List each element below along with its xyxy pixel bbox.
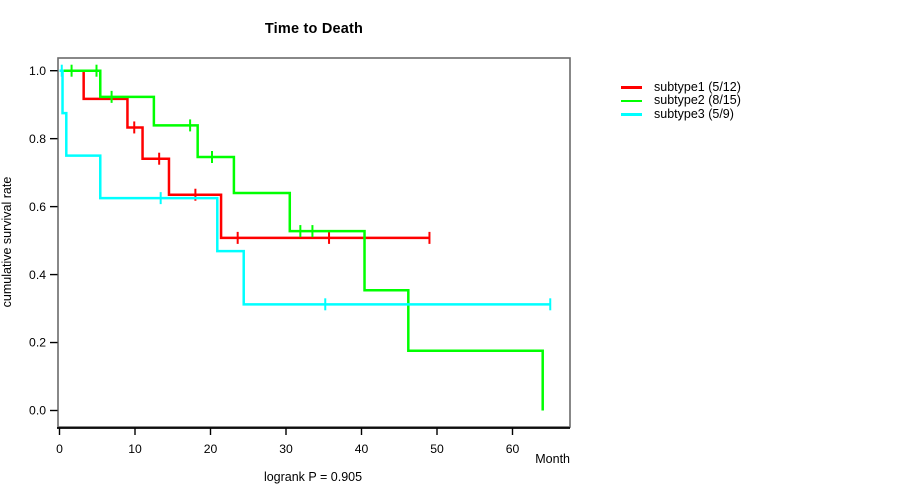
x-tick-label: 20 (204, 442, 218, 456)
survival-curve-subtype3 (59, 69, 551, 306)
y-tick-label: 1.0 (29, 64, 46, 78)
legend-item-subtype1: subtype1 (5/12) (621, 80, 741, 94)
legend-line-swatch (621, 113, 642, 116)
y-tick-label: 0.6 (29, 200, 46, 214)
y-tick-label: 0.8 (29, 132, 46, 146)
y-tick-label: 0.0 (29, 404, 46, 418)
x-tick-label: 10 (128, 442, 142, 456)
legend-line-swatch (621, 99, 642, 103)
x-axis-unit-label: Month (535, 452, 570, 466)
legend-item-label: subtype3 (5/9) (654, 106, 734, 121)
x-tick-label: 50 (430, 442, 444, 456)
legend-item-subtype2: subtype2 (8/15) (621, 93, 741, 108)
x-tick-label: 60 (506, 442, 520, 456)
y-tick-label: 0.4 (29, 268, 46, 282)
chart-title: Time to Death (264, 21, 364, 37)
legend-line-swatch (621, 86, 642, 89)
plot-box (57, 57, 571, 428)
legend-item-label: subtype1 (5/12) (654, 80, 741, 94)
logrank-p-value: logrank P = 0.905 (263, 470, 363, 484)
survival-curve-subtype2 (59, 69, 544, 411)
survival-curve-subtype1 (59, 69, 430, 240)
legend: subtype1 (5/12) subtype2 (8/15) subtype3 (… (621, 80, 741, 121)
y-tick-label: 0.2 (29, 336, 46, 350)
legend-item-label: subtype2 (8/15) (654, 93, 741, 108)
x-tick-label: 40 (355, 442, 369, 456)
x-tick-label: 30 (279, 442, 293, 456)
legend-item-subtype3: subtype3 (5/9) (621, 106, 741, 121)
x-tick-label: 0 (56, 442, 63, 456)
